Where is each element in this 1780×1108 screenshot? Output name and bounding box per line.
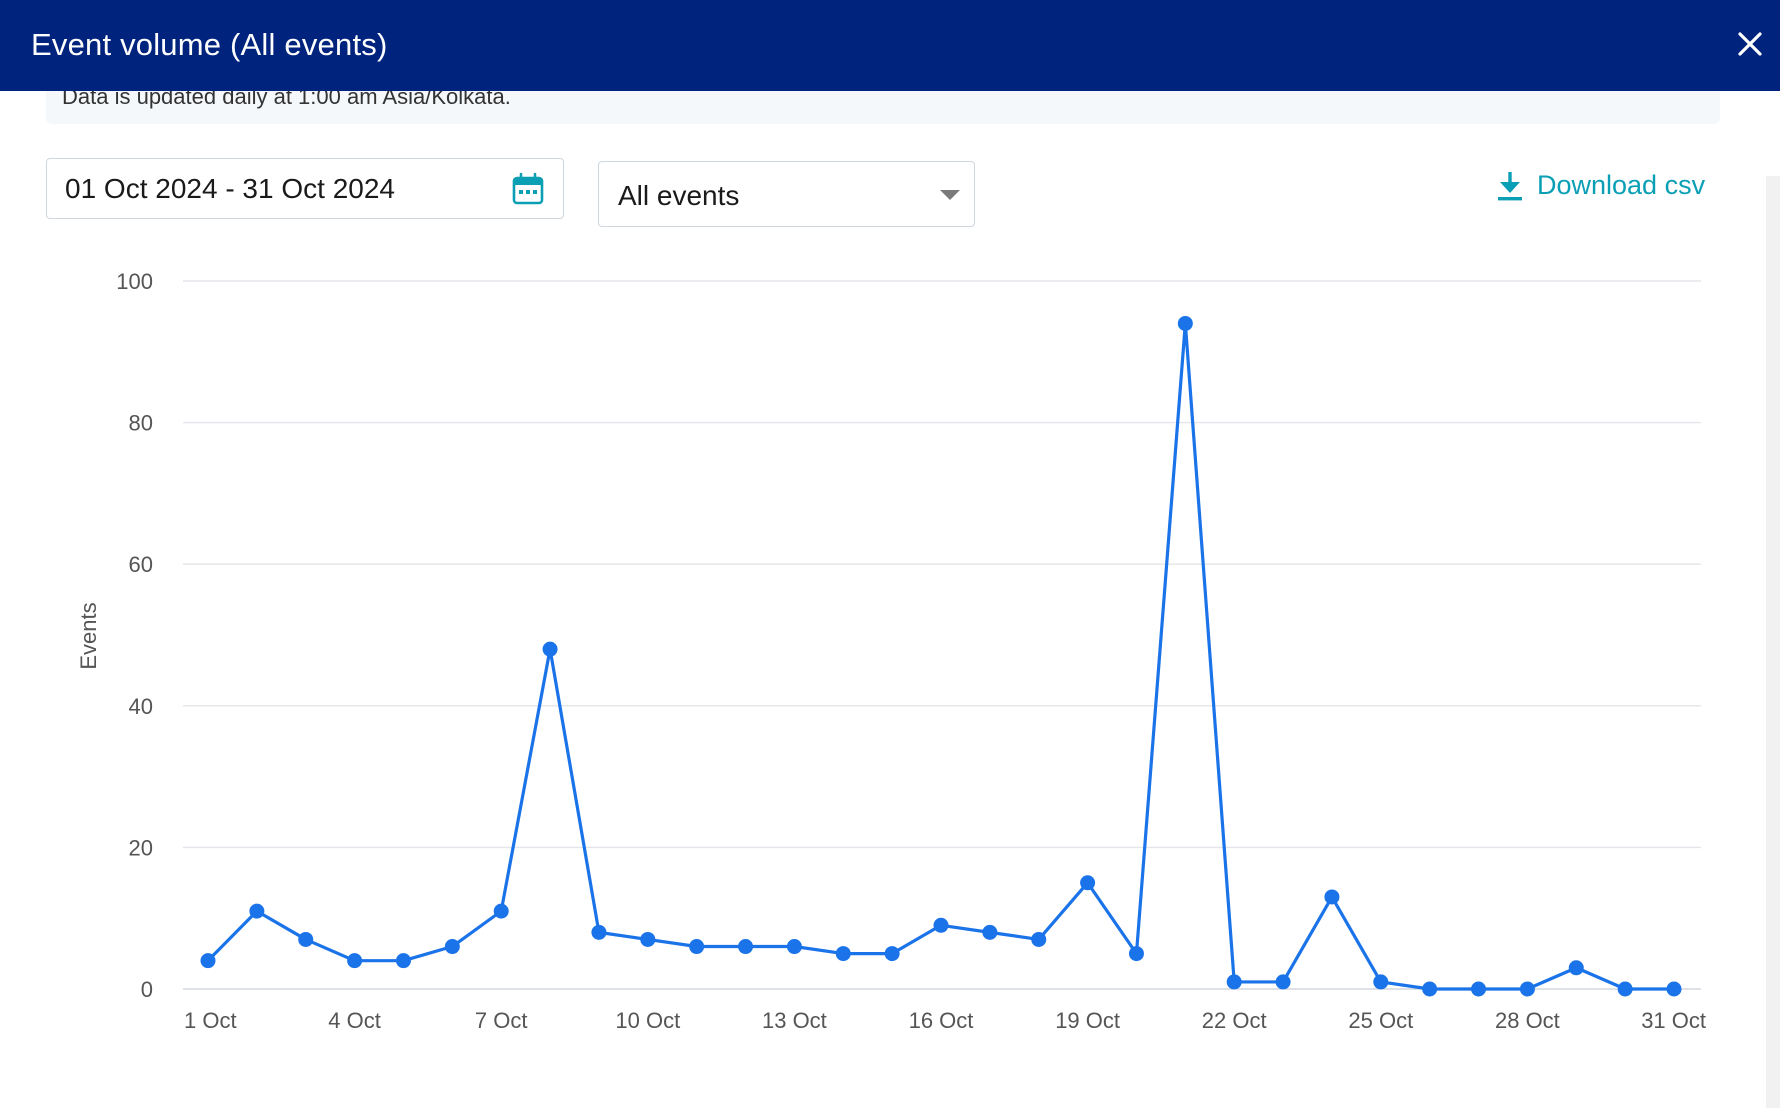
x-tick-label: 13 Oct bbox=[762, 1008, 827, 1033]
y-tick-label: 40 bbox=[129, 694, 153, 719]
x-tick-label: 28 Oct bbox=[1495, 1008, 1560, 1033]
data-point[interactable] bbox=[591, 924, 607, 940]
data-point[interactable] bbox=[493, 903, 509, 919]
data-point[interactable] bbox=[738, 939, 754, 955]
data-point[interactable] bbox=[1617, 981, 1633, 997]
data-point[interactable] bbox=[347, 953, 363, 969]
data-point[interactable] bbox=[1568, 960, 1584, 976]
data-point[interactable] bbox=[1422, 981, 1438, 997]
data-point[interactable] bbox=[249, 903, 265, 919]
x-tick-label: 22 Oct bbox=[1202, 1008, 1267, 1033]
data-point[interactable] bbox=[835, 946, 851, 962]
data-point[interactable] bbox=[1471, 981, 1487, 997]
scrollbar[interactable] bbox=[1766, 176, 1780, 1108]
close-icon[interactable] bbox=[1728, 22, 1772, 66]
data-point[interactable] bbox=[1373, 974, 1389, 990]
data-point[interactable] bbox=[200, 953, 216, 969]
data-point[interactable] bbox=[1226, 974, 1242, 990]
x-tick-label: 7 Oct bbox=[475, 1008, 528, 1033]
y-axis-title: Events bbox=[76, 602, 101, 669]
date-range-picker[interactable]: 01 Oct 2024 - 31 Oct 2024 bbox=[46, 158, 564, 219]
data-point[interactable] bbox=[395, 953, 411, 969]
data-point[interactable] bbox=[689, 939, 705, 955]
x-tick-label: 10 Oct bbox=[615, 1008, 680, 1033]
x-tick-label: 19 Oct bbox=[1055, 1008, 1120, 1033]
data-point[interactable] bbox=[1031, 931, 1047, 947]
event-filter-value: All events bbox=[618, 180, 740, 211]
modal-title: Event volume (All events) bbox=[31, 27, 388, 62]
data-point[interactable] bbox=[884, 946, 900, 962]
y-tick-label: 20 bbox=[129, 835, 153, 860]
x-tick-label: 16 Oct bbox=[909, 1008, 974, 1033]
data-point[interactable] bbox=[1080, 875, 1096, 891]
x-tick-label: 31 Oct bbox=[1641, 1008, 1706, 1033]
x-tick-label: 25 Oct bbox=[1348, 1008, 1413, 1033]
modal-header: Event volume (All events) bbox=[0, 0, 1780, 91]
close-button[interactable] bbox=[1728, 22, 1772, 66]
date-range-value: 01 Oct 2024 - 31 Oct 2024 bbox=[65, 173, 395, 204]
event-filter-select[interactable]: All events bbox=[598, 161, 975, 227]
y-tick-label: 80 bbox=[129, 411, 153, 436]
download-icon bbox=[1498, 172, 1522, 201]
data-point[interactable] bbox=[1128, 946, 1144, 962]
data-point[interactable] bbox=[786, 939, 802, 955]
chevron-down-icon bbox=[940, 190, 960, 200]
y-tick-label: 60 bbox=[129, 552, 153, 577]
data-point[interactable] bbox=[982, 924, 998, 940]
data-point[interactable] bbox=[444, 939, 460, 955]
y-tick-label: 0 bbox=[141, 977, 153, 1002]
data-point[interactable] bbox=[1666, 981, 1682, 997]
data-point[interactable] bbox=[933, 917, 949, 933]
data-point[interactable] bbox=[1177, 315, 1193, 331]
x-tick-label: 4 Oct bbox=[328, 1008, 381, 1033]
data-point[interactable] bbox=[298, 931, 314, 947]
download-csv-label: Download csv bbox=[1537, 170, 1706, 200]
data-point[interactable] bbox=[640, 931, 656, 947]
data-point[interactable] bbox=[1275, 974, 1291, 990]
calendar-icon[interactable] bbox=[511, 172, 545, 206]
data-point[interactable] bbox=[542, 641, 558, 657]
y-tick-label: 100 bbox=[116, 269, 153, 294]
data-point[interactable] bbox=[1324, 889, 1340, 905]
x-tick-label: 1 Oct bbox=[184, 1008, 237, 1033]
data-point[interactable] bbox=[1519, 981, 1535, 997]
series-line bbox=[206, 321, 1674, 991]
